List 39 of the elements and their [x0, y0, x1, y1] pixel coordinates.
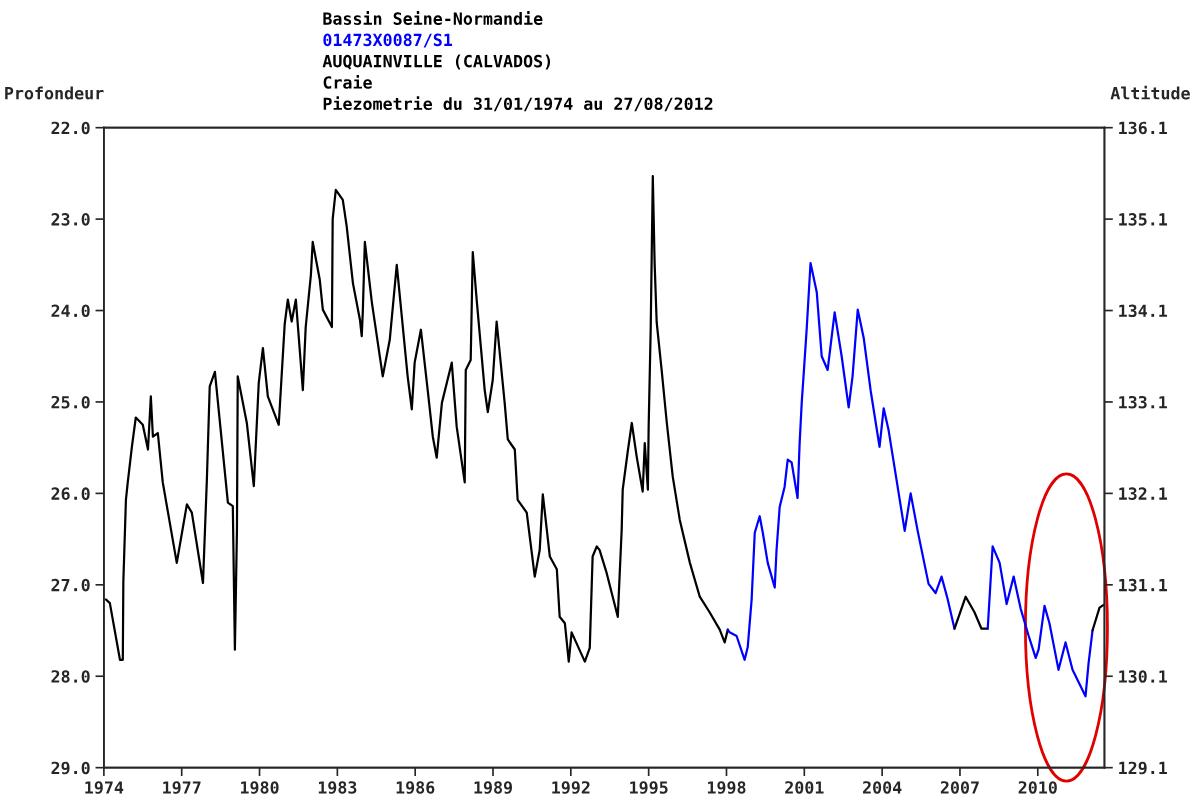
chart-title: Bassin Seine-Normandie — [323, 11, 543, 25]
y2-tick-label: 132.1 — [1119, 487, 1168, 500]
y-tick-label: 22.0 — [51, 121, 90, 135]
x-tick-label: 2010 — [1018, 781, 1057, 794]
x-tick-label: 1977 — [163, 781, 201, 794]
y-tick-label: 29.0 — [51, 761, 90, 775]
y2-tick-label: 130.1 — [1119, 670, 1168, 683]
y2-tick-label: 135.1 — [1119, 213, 1168, 226]
x-tick-label: 1989 — [474, 781, 513, 794]
y-tick-label: 27.0 — [51, 578, 90, 592]
y-tick-label: 25.0 — [51, 395, 90, 409]
x-tick-label: 1974 — [85, 781, 124, 794]
y2-tick-label: 131.1 — [1119, 578, 1168, 592]
x-tick-label: 1998 — [707, 781, 746, 794]
x-tick-label: 2004 — [863, 781, 902, 794]
x-tick-label: 1983 — [318, 781, 357, 794]
line-series — [104, 175, 729, 663]
y2-tick-label: 129.1 — [1119, 761, 1168, 775]
x-tick-label: 1986 — [396, 781, 435, 794]
y2-tick-label: 136.1 — [1119, 121, 1168, 135]
y-tick-label: 23.0 — [51, 213, 90, 226]
text: Piezometrie du 31/01/1974 au 27/08/2012 — [323, 96, 713, 112]
y-tick-label: 28.0 — [51, 670, 90, 683]
x-tick-label: 1995 — [630, 781, 668, 794]
y-tick-label: 26.0 — [51, 487, 90, 500]
y2-tick-label: 133.1 — [1119, 395, 1168, 409]
x-tick-label: 2007 — [940, 781, 979, 794]
text: AUQUAINVILLE (CALVADOS) — [322, 54, 551, 70]
x-tick-label: 2001 — [785, 781, 824, 794]
y-tick-label: 24.0 — [51, 304, 90, 318]
line-series — [726, 261, 956, 661]
y2-axis-title: Altitude — [1110, 85, 1190, 100]
x-tick-label: 1992 — [552, 781, 590, 794]
x-tick-label: 1980 — [240, 781, 279, 794]
line-series — [986, 545, 1094, 698]
chart-subtitle: 01473X0087/S1 — [323, 33, 453, 48]
y-axis-title: Profondeur — [5, 86, 104, 100]
text: Craie — [323, 74, 372, 89]
y2-tick-label: 134.1 — [1119, 304, 1168, 318]
